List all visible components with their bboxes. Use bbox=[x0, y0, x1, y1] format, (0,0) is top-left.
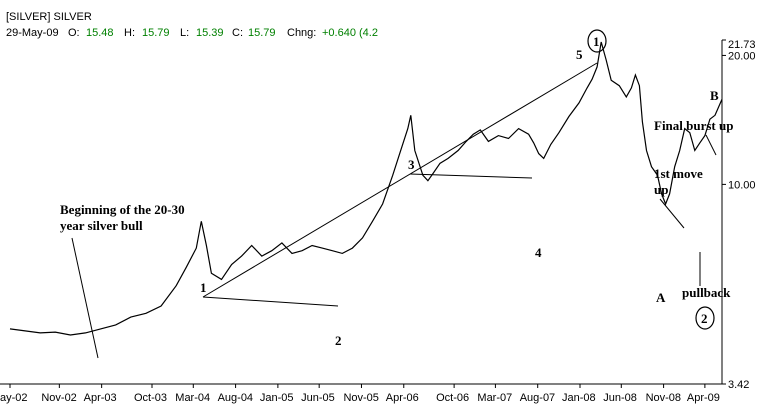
x-tick-label: Mar-07 bbox=[477, 392, 512, 404]
symbol-label: [SILVER] SILVER bbox=[6, 11, 92, 23]
arrow-begin-bull bbox=[71, 237, 99, 359]
wave-label-3: 3 bbox=[408, 157, 415, 172]
wave-label-1: 1 bbox=[200, 280, 207, 295]
wave-label-4: 4 bbox=[535, 245, 542, 260]
arrow-1st-move bbox=[659, 198, 685, 229]
x-tick-label: Aug-04 bbox=[218, 392, 253, 404]
arrow-final-burst bbox=[705, 134, 717, 156]
x-tick-label: Aug-07 bbox=[520, 392, 555, 404]
circled-label-2: 2 bbox=[695, 306, 715, 330]
annotation-begin-bull-line2-text: year silver bull bbox=[60, 218, 143, 233]
x-tick-label: Oct-03 bbox=[134, 392, 167, 404]
chart-header: [SILVER] SILVER 29-May-09 O: 15.48 H: 15… bbox=[6, 11, 378, 39]
high-label: H: bbox=[124, 27, 135, 39]
trendline-wave1-top bbox=[202, 296, 339, 307]
annotation-begin-bull-line1-text: Beginning of the 20-30 bbox=[60, 202, 185, 217]
low-value: 15.39 bbox=[196, 27, 224, 39]
open-value: 15.48 bbox=[86, 27, 114, 39]
trendlines bbox=[71, 62, 717, 359]
open-label: O: bbox=[68, 27, 80, 39]
change-label: Chng: bbox=[287, 27, 316, 39]
x-tick-label: Nov-08 bbox=[646, 392, 681, 404]
circled-label-1: 1 bbox=[587, 29, 607, 53]
annotation-final-burst: Final burst up bbox=[654, 118, 733, 133]
wave-label-2: 2 bbox=[335, 333, 342, 348]
wave-label-B: B bbox=[710, 88, 719, 103]
date-label: 29-May-09 bbox=[6, 27, 59, 39]
x-tick-label: ay-02 bbox=[0, 392, 28, 404]
x-tick-label: Jun-05 bbox=[301, 392, 335, 404]
x-tick-label: Apr-06 bbox=[386, 392, 419, 404]
annotation-1st-move: 1st move up bbox=[654, 166, 706, 197]
y-tick-label: 21.73 bbox=[728, 39, 756, 51]
y-tick-label: 3.42 bbox=[728, 379, 749, 391]
y-tick-label: 10.00 bbox=[728, 179, 756, 191]
x-tick-label: Jan-08 bbox=[562, 392, 596, 404]
x-tick-label: Nov-02 bbox=[41, 392, 76, 404]
wave-label-A: A bbox=[656, 290, 666, 305]
x-tick-label: Apr-03 bbox=[84, 392, 117, 404]
low-label: L: bbox=[180, 27, 189, 39]
high-value: 15.79 bbox=[142, 27, 170, 39]
wave-label-5: 5 bbox=[576, 47, 583, 62]
annotation-1st-move-line1: 1st move bbox=[654, 166, 703, 181]
circled-text-1: 1 bbox=[593, 34, 600, 49]
x-tick-label: Jan-05 bbox=[260, 392, 294, 404]
close-label: C: bbox=[232, 27, 243, 39]
x-axis-ticks: ay-02 Nov-02 Apr-03 Oct-03 Mar-04 Aug-04 Jan-0… bbox=[0, 384, 720, 404]
x-tick-label: Oct-06 bbox=[436, 392, 469, 404]
price-line bbox=[9, 41, 723, 336]
change-value: +0.640 (4.2 bbox=[322, 27, 378, 39]
trendline-1-to-5 bbox=[202, 62, 598, 298]
trendline-wave3-top bbox=[409, 173, 533, 179]
annotation-begin-bull-line1: Beginning of the 20-30 year silver bull bbox=[60, 202, 188, 233]
x-tick-label: Mar-04 bbox=[175, 392, 210, 404]
x-tick-label: Jun-08 bbox=[603, 392, 637, 404]
close-value: 15.79 bbox=[248, 27, 276, 39]
x-tick-label: Nov-05 bbox=[343, 392, 378, 404]
x-tick-label: Apr-09 bbox=[687, 392, 720, 404]
circled-text-2: 2 bbox=[701, 311, 708, 326]
annotations: Beginning of the 20-30 year silver bull … bbox=[60, 118, 733, 300]
annotation-1st-move-line2: up bbox=[654, 182, 668, 197]
y-tick-label: 20.00 bbox=[728, 50, 756, 62]
annotation-pullback: pullback bbox=[682, 285, 731, 300]
wave-labels: 1 2 3 4 5 A B bbox=[200, 47, 719, 348]
